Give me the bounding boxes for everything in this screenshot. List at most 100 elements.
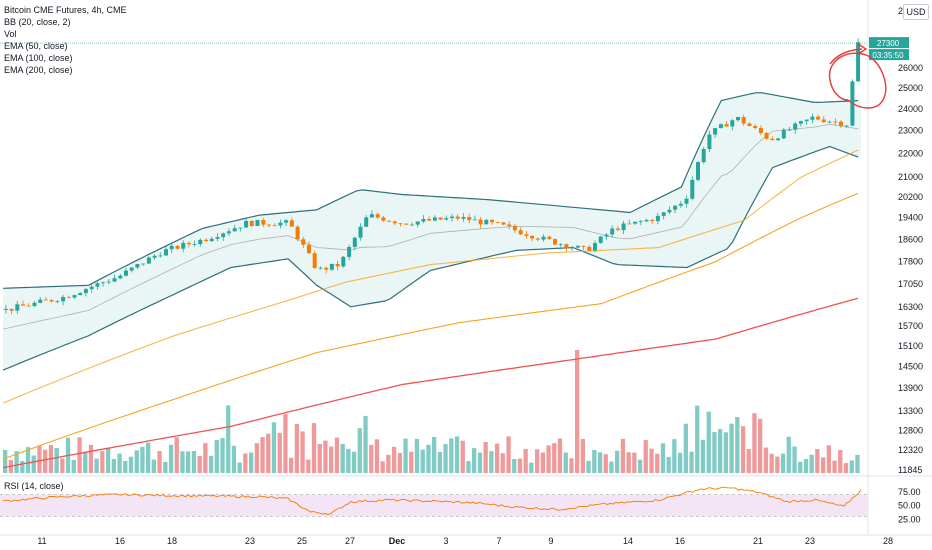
volume-bar (289, 457, 294, 473)
volume-bar (786, 436, 791, 473)
countdown-tag (869, 49, 909, 61)
volume-bar (472, 448, 477, 473)
candle (781, 127, 786, 140)
candle (467, 213, 472, 224)
candle (696, 161, 700, 182)
volume-bar (437, 451, 442, 473)
currency-button[interactable]: USD (903, 4, 929, 20)
candle (135, 263, 140, 270)
volume-bar (735, 417, 740, 473)
price-tick-label: 12800 (898, 425, 923, 435)
volume-bar (31, 455, 36, 473)
candle (118, 273, 123, 280)
candle (375, 212, 380, 219)
candle (495, 221, 500, 224)
candle (724, 121, 729, 127)
volume-bar (637, 459, 643, 473)
volume-bar (615, 450, 620, 473)
legend-ema200[interactable]: EMA (200, close) (4, 65, 73, 75)
volume-bar (483, 442, 488, 473)
candle (15, 300, 20, 314)
volume-bar (540, 452, 545, 473)
volume-bar (174, 437, 179, 473)
candle (450, 213, 454, 222)
volume-bar (123, 461, 128, 473)
legend-bb[interactable]: BB (20, close, 2) (4, 17, 71, 27)
volume-bar (357, 428, 362, 473)
candle (101, 281, 106, 287)
candle (472, 215, 477, 221)
candle (261, 217, 266, 228)
date-tick-label: 14 (623, 536, 633, 546)
volume-bar (580, 439, 585, 473)
volume-bar (191, 451, 197, 473)
volume-bar (151, 459, 156, 473)
volume-bar (723, 432, 728, 473)
candle (650, 218, 655, 224)
volume-bar (552, 443, 557, 473)
volume-bar (60, 458, 65, 473)
ema200-line (2, 297, 859, 469)
candle (295, 225, 300, 242)
volume-bar (117, 453, 122, 473)
volume-bar (231, 445, 237, 473)
volume-bar (3, 449, 8, 473)
candle (55, 300, 60, 304)
volume-bar (20, 461, 25, 473)
legend-ema50[interactable]: EMA (50, close) (4, 41, 68, 51)
candle (827, 120, 832, 124)
volume-bar (260, 437, 265, 473)
volume-bar (323, 440, 328, 473)
candle (404, 223, 409, 226)
annotation-circle (828, 52, 887, 109)
volume-bar (168, 444, 174, 473)
volume-bar (197, 456, 202, 473)
candle (43, 296, 48, 301)
candle (581, 245, 586, 251)
candle (661, 211, 666, 220)
volume-bar (409, 451, 414, 473)
candle (152, 254, 157, 260)
bb-lower-line (2, 145, 859, 371)
candle (593, 240, 597, 253)
candle (507, 221, 512, 230)
candle (347, 244, 352, 261)
legend-symbol[interactable]: Bitcoin CME Futures, 4h, CME (4, 5, 127, 15)
volume-bar (798, 461, 803, 473)
volume-bar (506, 436, 511, 473)
rsi-tick-label: 25.00 (898, 514, 921, 524)
volume-bar (346, 448, 351, 473)
candle (787, 126, 792, 131)
candle (421, 215, 426, 224)
volume-bar (489, 451, 494, 473)
candle (575, 245, 580, 249)
volume-bar (208, 455, 214, 473)
bb-upper-line (2, 92, 859, 289)
legend-ema100[interactable]: EMA (100, close) (4, 53, 73, 63)
candle (753, 124, 758, 129)
volume-bar (157, 451, 162, 473)
candle (758, 125, 763, 136)
candle (255, 219, 260, 227)
rsi-band (0, 494, 868, 517)
candle (564, 243, 569, 253)
price-tick-label: 22000 (898, 148, 923, 158)
candle (267, 223, 271, 228)
candle (158, 252, 163, 258)
candle (598, 235, 603, 244)
legend-vol[interactable]: Vol (4, 29, 17, 39)
rsi-title[interactable]: RSI (14, close) (4, 481, 64, 491)
volume-bar (334, 437, 340, 473)
candle (484, 218, 489, 225)
volume-bar (700, 439, 706, 473)
candle (810, 113, 815, 124)
date-tick-label: 23 (805, 536, 815, 546)
candle (741, 114, 746, 126)
candle (249, 220, 254, 228)
volume-bar (77, 437, 82, 473)
volume-bar (163, 461, 168, 473)
volume-bar (37, 445, 42, 473)
candle (181, 240, 186, 253)
